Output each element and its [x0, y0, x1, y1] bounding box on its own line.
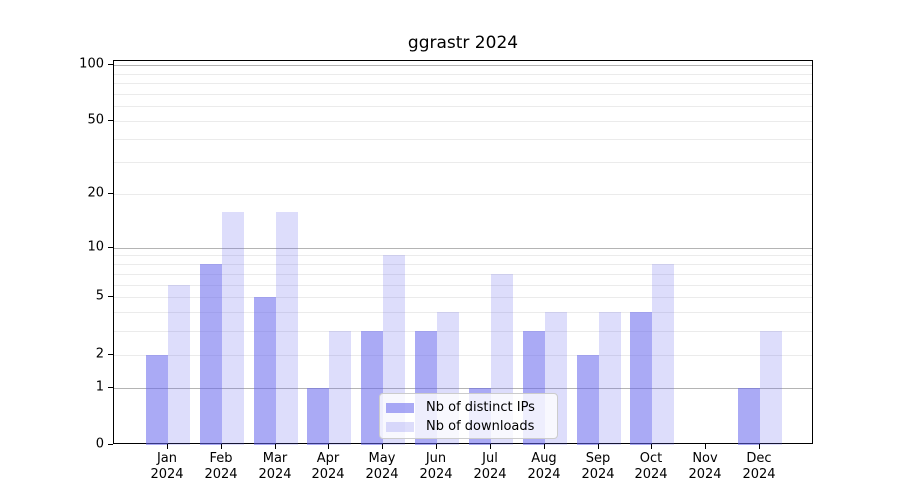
legend-swatch-downloads [386, 421, 414, 432]
legend-row-distinct-ips: Nb of distinct IPs [386, 398, 549, 417]
y-tick-label: 2 [95, 346, 104, 362]
minor-gridline [114, 274, 812, 275]
minor-gridline [114, 83, 812, 84]
legend: Nb of distinct IPs Nb of downloads [379, 393, 558, 439]
y-tick-mark [108, 247, 113, 248]
x-tick-label: Jul 2024 [473, 451, 507, 482]
minor-gridline [114, 139, 812, 140]
minor-gridline [114, 106, 812, 107]
x-tick-mark [759, 444, 760, 449]
x-tick-mark [436, 444, 437, 449]
x-tick-mark [328, 444, 329, 449]
bar-series0-month4 [307, 388, 329, 445]
y-tick-mark [108, 387, 113, 388]
bar-series1-month3 [276, 212, 298, 445]
x-tick-label: Oct 2024 [634, 451, 668, 482]
y-tick-label: 100 [79, 56, 104, 72]
bar-series1-month4 [329, 331, 351, 445]
bar-series1-month12 [760, 331, 782, 445]
bar-series0-month5 [361, 331, 383, 445]
major-gridline [114, 65, 812, 66]
x-tick-label: Apr 2024 [311, 451, 345, 482]
y-tick-mark [108, 444, 113, 445]
legend-label-distinct-ips: Nb of distinct IPs [426, 400, 535, 415]
minor-gridline [114, 255, 812, 256]
bar-series0-month12 [738, 388, 760, 445]
bar-series1-month9 [599, 312, 621, 445]
y-tick-label: 1 [95, 379, 104, 395]
major-gridline [114, 248, 812, 249]
y-tick-mark [108, 193, 113, 194]
minor-gridline [114, 162, 812, 163]
x-tick-mark [382, 444, 383, 449]
legend-swatch-distinct-ips [386, 402, 414, 413]
legend-row-downloads: Nb of downloads [386, 417, 549, 436]
bar-series0-month10 [630, 312, 652, 445]
bars-layer [114, 61, 812, 445]
bar-series1-month2 [222, 212, 244, 445]
y-tick-label: 5 [95, 288, 104, 304]
y-tick-label: 50 [87, 112, 104, 128]
x-tick-label: Aug 2024 [527, 451, 561, 482]
gridlines-layer [114, 61, 812, 443]
x-tick-mark [275, 444, 276, 449]
bar-series1-month1 [168, 285, 190, 445]
major-gridline [114, 388, 812, 389]
y-tick-label: 10 [87, 239, 104, 255]
plot-area: Nb of distinct IPs Nb of downloads [113, 60, 813, 445]
minor-gridline [114, 194, 812, 195]
x-tick-mark [221, 444, 222, 449]
minor-gridline [114, 331, 812, 332]
bar-series1-month10 [652, 264, 674, 445]
bar-series0-month1 [146, 355, 168, 445]
y-tick-mark [108, 64, 113, 65]
y-tick-label: 20 [87, 185, 104, 201]
x-tick-label: Jun 2024 [419, 451, 453, 482]
minor-gridline [114, 312, 812, 313]
x-tick-mark [490, 444, 491, 449]
x-tick-mark [598, 444, 599, 449]
bar-series0-month9 [577, 355, 599, 445]
y-tick-mark [108, 296, 113, 297]
minor-gridline [114, 297, 812, 298]
bar-series0-month2 [200, 264, 222, 445]
minor-gridline [114, 94, 812, 95]
minor-gridline [114, 264, 812, 265]
bar-series0-month3 [254, 297, 276, 445]
chart-title: ggrastr 2024 [407, 33, 519, 53]
legend-label-downloads: Nb of downloads [426, 419, 535, 434]
x-tick-label: May 2024 [365, 451, 399, 482]
x-tick-label: Feb 2024 [204, 451, 238, 482]
minor-gridline [114, 121, 812, 122]
x-tick-label: Jan 2024 [150, 451, 184, 482]
minor-gridline [114, 355, 812, 356]
minor-gridline [114, 74, 812, 75]
y-tick-mark [108, 120, 113, 121]
x-tick-mark [544, 444, 545, 449]
x-tick-label: Nov 2024 [688, 451, 722, 482]
minor-gridline [114, 285, 812, 286]
x-tick-label: Sep 2024 [581, 451, 615, 482]
y-tick-label: 0 [95, 436, 104, 452]
x-tick-mark [705, 444, 706, 449]
x-tick-label: Mar 2024 [258, 451, 292, 482]
x-tick-mark [651, 444, 652, 449]
x-tick-mark [167, 444, 168, 449]
x-tick-label: Dec 2024 [742, 451, 776, 482]
y-tick-mark [108, 354, 113, 355]
